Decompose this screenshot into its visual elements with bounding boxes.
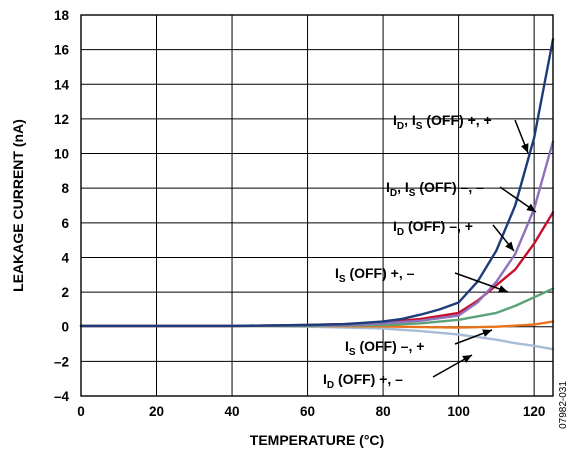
y-tick-label: 8 — [61, 181, 69, 196]
y-tick-label: 12 — [54, 112, 69, 127]
series-line — [79, 287, 555, 328]
x-tick-label: 60 — [300, 404, 315, 419]
x-tick-label: 0 — [77, 404, 85, 419]
x-tick-label: 100 — [447, 404, 470, 419]
arrowhead — [498, 285, 508, 293]
series-line — [79, 211, 555, 328]
leader-line — [454, 272, 509, 293]
arrowhead — [505, 241, 514, 251]
series-label: ID (OFF) –, + — [393, 218, 473, 238]
y-tick-label: 6 — [61, 216, 69, 231]
plot-frame — [80, 14, 554, 397]
series-line — [79, 140, 555, 328]
x-tick-labels: 0 20 40 60 80 100 120 — [77, 404, 545, 419]
x-tick-label: 20 — [149, 404, 164, 419]
series-line — [79, 38, 555, 328]
y-tick-label: 16 — [54, 43, 70, 58]
y-tick-label: –2 — [54, 354, 69, 369]
y-axis-title: LEAKAGE CURRENT (nA) — [10, 119, 26, 292]
figure-id: 07982-031 — [558, 381, 569, 429]
series-label: ID, IS (OFF) –, – — [386, 179, 484, 199]
y-tick-label: 18 — [54, 8, 70, 23]
x-tick-label: 120 — [523, 404, 546, 419]
series-label: ID, IS (OFF) +, + — [393, 112, 492, 132]
x-tick-label: 80 — [376, 404, 391, 419]
y-tick-label: 14 — [54, 77, 70, 92]
y-tick-label: 4 — [61, 250, 69, 265]
annotations: ID, IS (OFF) +, + ID, IS (OFF) –, – ID (OF… — [323, 112, 537, 391]
series-lines — [79, 38, 555, 351]
y-tick-label: –4 — [54, 389, 70, 404]
arrowhead — [520, 143, 529, 153]
y-tick-label: 0 — [61, 320, 69, 335]
arrowhead — [482, 329, 492, 337]
series-line — [79, 324, 555, 351]
y-tick-label: 10 — [54, 147, 69, 162]
x-axis-title: TEMPERATURE (°C) — [250, 432, 384, 448]
arrowhead — [526, 203, 536, 212]
y-tick-labels: –4 –2 0 2 4 6 8 10 12 14 16 18 — [54, 8, 70, 404]
arrowhead — [462, 355, 472, 363]
series-label: IS (OFF) +, – — [335, 265, 415, 285]
x-tick-label: 40 — [225, 404, 240, 419]
series-label: IS (OFF) –, + — [345, 338, 424, 358]
y-tick-label: 2 — [61, 285, 69, 300]
series-label: ID (OFF) +, – — [323, 371, 403, 391]
